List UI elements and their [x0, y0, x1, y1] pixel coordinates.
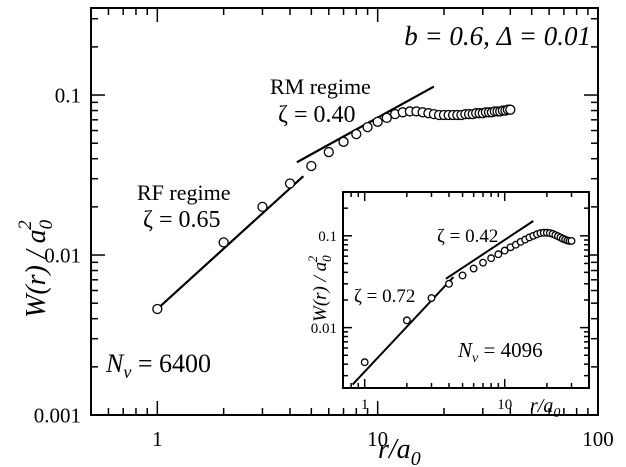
inset-data-point [427, 294, 436, 302]
inset-fit-lines [351, 220, 534, 386]
inset-x-axis-title: r/a0 [530, 395, 560, 421]
main-plot-frame [90, 7, 599, 416]
main-data-point [218, 237, 229, 248]
rm-regime-label: RM regime [270, 74, 371, 99]
inset-axis-ticks [342, 191, 590, 388]
inset-zeta-high-label: ζ = 0.42 [437, 226, 498, 247]
inset-x-tick-label: 1 [361, 397, 369, 413]
inset-x-tick-label: 10 [497, 397, 512, 413]
inset-plot-frame [342, 191, 590, 389]
main-data-point [351, 128, 362, 140]
main-fit-line [156, 175, 305, 310]
main-data-points [152, 104, 516, 315]
main-tick-labels: 1 10 100 0.001 0.01 0.1 [34, 83, 614, 451]
main-data-point [306, 160, 317, 172]
main-y-tick-label: 0.1 [55, 83, 81, 107]
inset-data-point [494, 250, 503, 259]
inset-data-point [402, 316, 411, 325]
main-data-point [381, 112, 392, 124]
inset-tick-labels: 1 10 0.01 0.1 [311, 229, 512, 413]
rf-regime-label: RF regime [137, 180, 231, 205]
inset-data-points [360, 228, 576, 367]
main-data-point [372, 116, 383, 127]
inset-zeta-low-label: ζ = 0.72 [354, 286, 415, 307]
main-x-tick-label: 10 [367, 427, 388, 451]
inset-data-point [487, 254, 496, 263]
main-data-point [338, 136, 349, 147]
main-x-tick-label: 100 [582, 427, 614, 451]
inset-data-point [458, 271, 467, 280]
inset-plot-panel: 1 10 0.01 0.1 r/a0 W(r) / a02 ζ = 0.72 ζ = … [305, 191, 590, 421]
main-y-tick-label: 0.01 [44, 243, 81, 267]
main-x-axis-title: r/a0 [378, 434, 421, 467]
main-y-axis-title: W(r) / a02 [15, 219, 57, 318]
inset-data-point [479, 258, 487, 267]
inset-data-point [500, 246, 509, 255]
inset-data-point [469, 264, 478, 273]
main-data-point [152, 303, 163, 315]
inset-data-point [567, 236, 576, 245]
inset-fit-line [351, 276, 455, 386]
main-data-point [323, 146, 334, 158]
inset-vortex-count: Nv = 4096 [457, 338, 543, 366]
main-vortex-count: Nv = 6400 [105, 349, 211, 382]
rm-zeta-label: ζ = 0.40 [278, 102, 355, 128]
main-data-point [505, 104, 516, 115]
main-data-point [257, 201, 268, 213]
main-y-tick-label: 0.001 [34, 403, 81, 427]
parameters-label: b = 0.6, Δ = 0.01 [404, 21, 591, 51]
inset-y-tick-label: 0.01 [311, 321, 337, 337]
main-x-tick-label: 1 [152, 427, 163, 451]
rf-zeta-label: ζ = 0.65 [143, 207, 220, 233]
main-data-point [284, 178, 296, 189]
inset-data-point [445, 279, 453, 288]
inset-y-tick-label: 0.1 [318, 229, 337, 245]
inset-data-point [360, 358, 369, 367]
main-plot-panel: 1 10 100 0.001 0.01 0.1 r/a0 W(r) / a02 b = 0… [15, 7, 614, 467]
main-axis-ticks [90, 8, 599, 416]
inset-y-axis-title: W(r) / a02 [305, 255, 334, 322]
inset-fit-line [445, 220, 534, 280]
main-data-point [362, 121, 373, 133]
